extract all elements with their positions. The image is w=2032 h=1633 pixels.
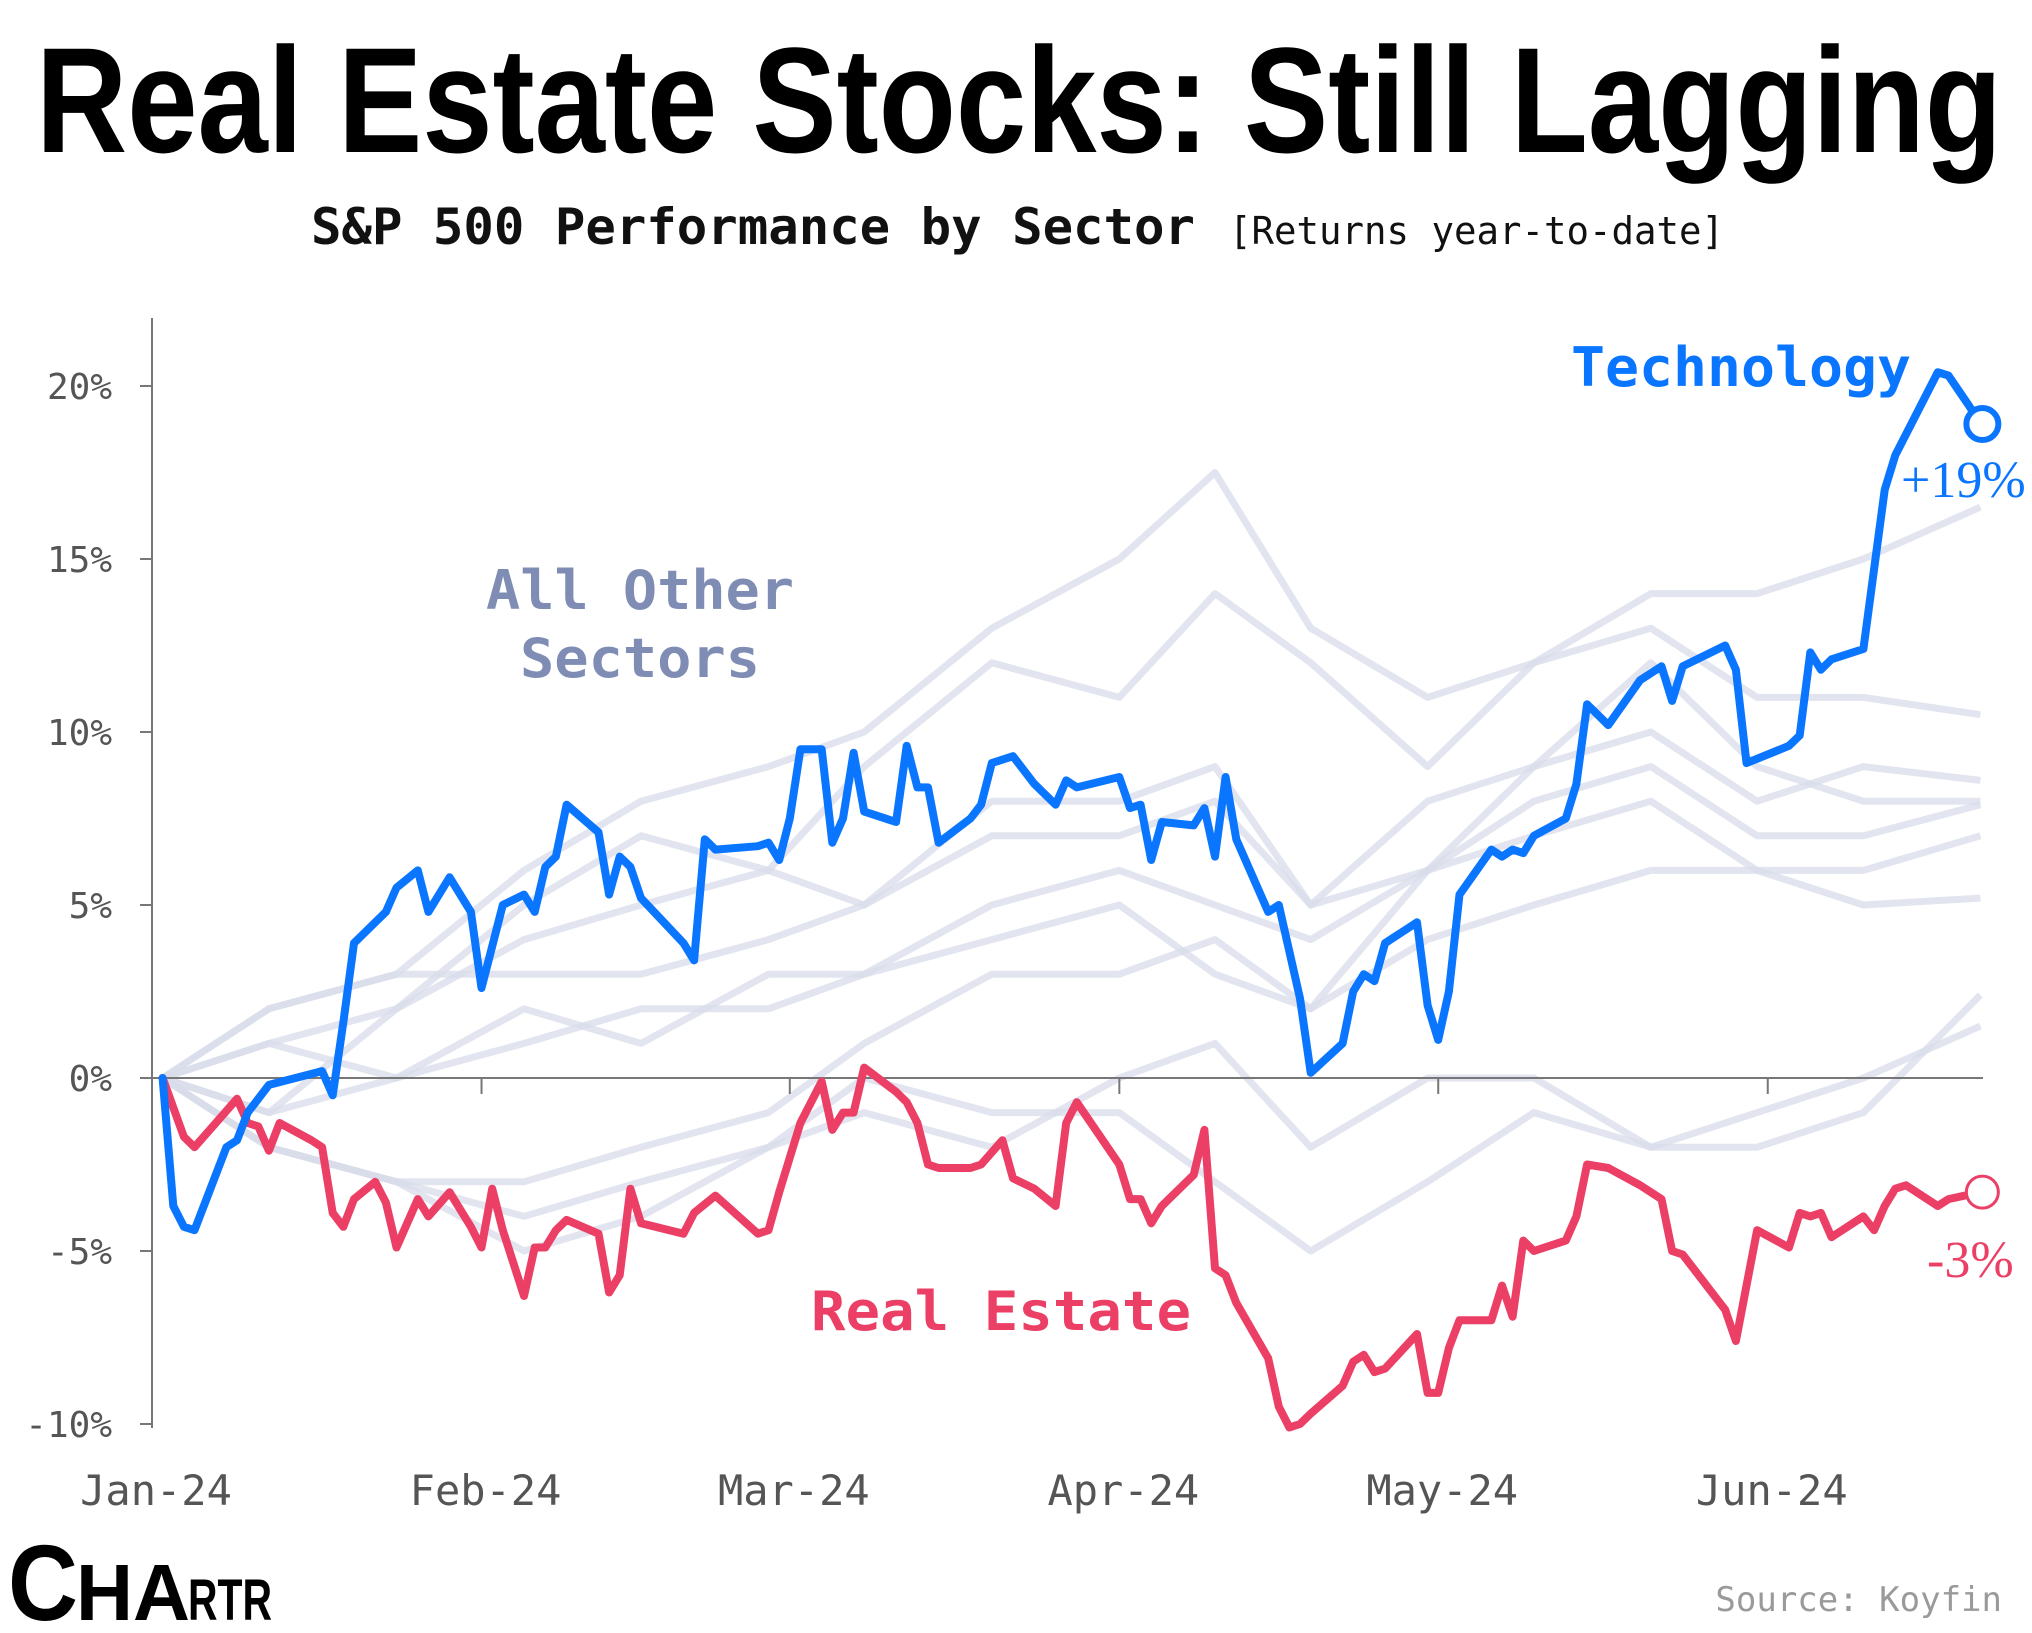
- real-estate-label: Real Estate: [811, 1280, 1191, 1343]
- logo-letters-rtr: RTR: [188, 1568, 272, 1633]
- other-sector-line-4: [160, 659, 1981, 1186]
- other-sectors-label-line1: All Other: [486, 559, 794, 622]
- other-sector-line-1: [160, 469, 1982, 1081]
- technology-line: [158, 368, 1985, 1235]
- y-tick-label: 15%: [47, 540, 112, 581]
- other-sector-line-6: [161, 797, 1981, 1117]
- real-estate-end-value: -3%: [1927, 1232, 2014, 1289]
- y-tick-label: -10%: [25, 1405, 112, 1446]
- other-sector-lines: [160, 469, 1983, 1255]
- y-tick-label: 10%: [47, 713, 112, 754]
- x-tick-label: Feb-24: [410, 1466, 562, 1515]
- y-tick-label: 5%: [69, 886, 113, 927]
- x-tick-label: Mar-24: [718, 1466, 870, 1515]
- x-tick-label: Jan-24: [80, 1466, 232, 1515]
- real-estate-line: [158, 1063, 1985, 1432]
- other-sectors-label-line2: Sectors: [520, 627, 760, 690]
- x-axis-ticks: Jan-24 Feb-24 Mar-24 Apr-24 May-24 Jun-24: [80, 1078, 1848, 1515]
- chart-subtitle-note: [Returns year-to-date]: [1229, 209, 1724, 253]
- x-tick-label: Jun-24: [1696, 1466, 1848, 1515]
- real-estate-end-marker: [1964, 1174, 2000, 1210]
- x-tick-label: Apr-24: [1047, 1466, 1199, 1515]
- technology-end-value: +19%: [1901, 452, 2026, 509]
- source-note: Source: Koyfin: [1715, 1580, 2002, 1620]
- y-tick-label: 20%: [47, 367, 112, 408]
- other-sector-line-2: [161, 590, 1981, 1117]
- technology-label: Technology: [1571, 336, 1911, 399]
- highlight-lines: [158, 368, 2002, 1432]
- page-title: Real Estate Stocks: Still Lagging: [36, 16, 2002, 184]
- logo-letter-c: C: [8, 1522, 78, 1633]
- x-tick-label: May-24: [1366, 1466, 1518, 1515]
- chartr-logo: C HA RTR: [8, 1522, 272, 1633]
- y-axis-ticks: 20% 15% 10% 5% 0% -5% -10%: [25, 367, 152, 1446]
- logo-letters-ha: HA: [76, 1548, 190, 1633]
- other-sector-line-9: [161, 832, 1982, 1082]
- y-tick-label: 0%: [69, 1059, 113, 1100]
- technology-end-marker: [1963, 405, 2002, 444]
- other-sector-line-5: [160, 763, 1982, 1081]
- chart-subtitle: S&P 500 Performance by Sector: [311, 198, 1195, 256]
- y-tick-label: -5%: [47, 1232, 112, 1273]
